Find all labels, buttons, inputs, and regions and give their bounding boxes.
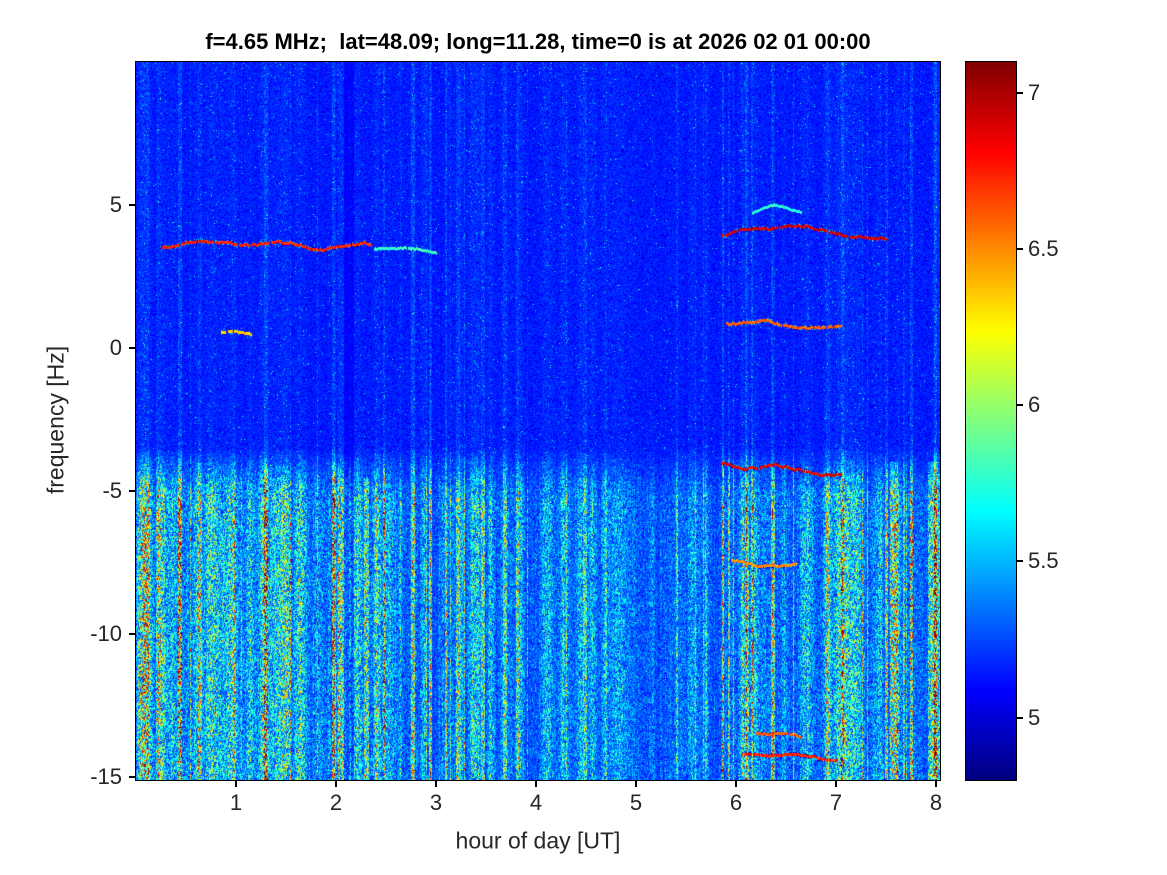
x-tick-label: 4 [529,790,543,815]
y-tick-label: 0 [109,335,122,361]
x-tick-label: 6 [729,790,743,815]
x-tick-mark [435,781,437,787]
x-tick-mark [835,781,837,787]
y-tick-mark [129,204,135,207]
plot-title: f=4.65 MHz; lat=48.09; long=11.28, time=… [205,29,871,54]
y-tick-mark [129,633,135,636]
y-tick-label: -15 [90,764,122,790]
x-tick-mark [535,781,537,787]
colorbar-canvas [965,61,1017,781]
x-axis-label: hour of day [UT] [455,827,621,854]
x-tick-label: 2 [329,790,343,815]
colorbar-tick-mark [1017,404,1023,407]
spectrogram-canvas [135,61,941,781]
y-tick-mark [129,776,135,779]
colorbar-tick-label: 7 [1028,80,1041,106]
x-tick-label: 5 [629,790,643,815]
y-axis-label: frequency [Hz] [42,345,69,495]
x-tick-label: 7 [829,790,843,815]
x-tick-label: 8 [929,790,943,815]
x-tick-mark [335,781,337,787]
colorbar-tick-mark [1017,248,1023,251]
colorbar-tick-label: 5 [1028,704,1041,730]
x-tick-mark [235,781,237,787]
colorbar-tick-mark [1017,716,1023,719]
y-tick-label: -5 [102,478,122,504]
x-tick-label: 3 [429,790,443,815]
y-tick-label: -10 [90,621,122,647]
x-tick-label: 1 [229,790,243,815]
y-tick-mark [129,347,135,350]
colorbar-tick-label: 6.5 [1028,236,1059,262]
colorbar-tick-label: 5.5 [1028,548,1059,574]
y-tick-mark [129,490,135,493]
y-tick-label: 5 [109,192,122,218]
colorbar-tick-mark [1017,560,1023,563]
x-tick-mark [935,781,937,787]
x-tick-mark [735,781,737,787]
colorbar-tick-mark [1017,92,1023,95]
x-tick-mark [635,781,637,787]
colorbar-tick-label: 6 [1028,392,1041,418]
